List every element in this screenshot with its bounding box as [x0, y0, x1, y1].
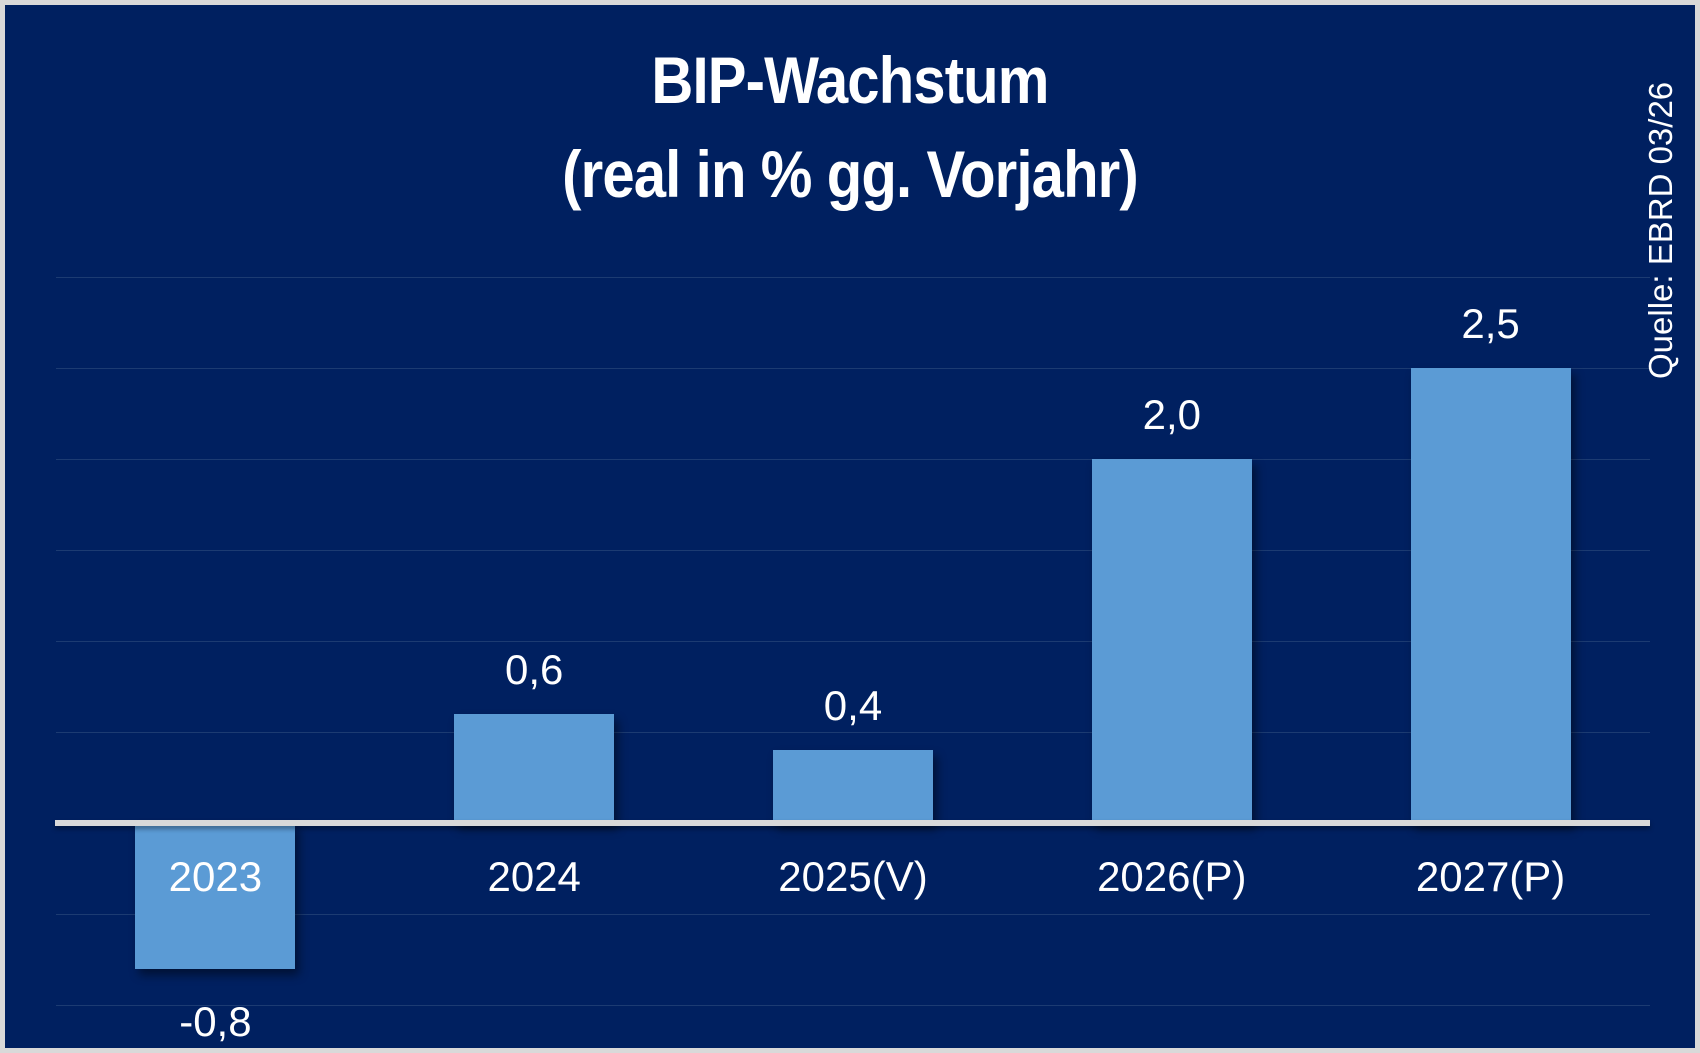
category-label-2027(P): 2027(P) [1415, 853, 1566, 900]
plot-area: -0,8 2023 0,6 2024 0,4 2025(V) 2,0 2026(P) 2,5 20… [5, 5, 1695, 1048]
source-note: Quelle: EBRD 03/26 [1642, 81, 1679, 379]
bar-value-label: 2,5 [1461, 300, 1520, 347]
bar-2023 [135, 823, 296, 969]
zero-axis-line [55, 820, 1650, 826]
gridline [56, 368, 1650, 369]
gridline [56, 1005, 1650, 1006]
category-label-2025(V): 2025(V) [778, 853, 928, 900]
bar-value-label: 2,0 [1142, 391, 1201, 438]
gridline [56, 277, 1650, 278]
category-label-2024: 2024 [487, 853, 581, 900]
gridline [56, 914, 1650, 915]
gridline [56, 641, 1650, 642]
bar-value-label: -0,8 [179, 997, 252, 1045]
bar-value-label: 0,4 [823, 682, 883, 730]
chart-title: BIP-Wachstum (real in % gg. Vorjahr) [5, 33, 1695, 221]
bar-value-label: 0,6 [504, 645, 564, 693]
bar-2024 [454, 713, 615, 823]
chart-title-line2: (real in % gg. Vorjahr) [562, 137, 1139, 211]
gridline [56, 550, 1650, 551]
bar-2025(V) [773, 750, 933, 823]
gridline [56, 459, 1650, 460]
chart-title-line1: BIP-Wachstum [651, 43, 1049, 117]
bar-2027(P) [1410, 368, 1571, 823]
category-label-2023: 2023 [168, 853, 263, 900]
gridline [56, 732, 1650, 733]
bar-2026(P) [1091, 459, 1252, 823]
category-label-2026(P): 2026(P) [1097, 853, 1247, 900]
